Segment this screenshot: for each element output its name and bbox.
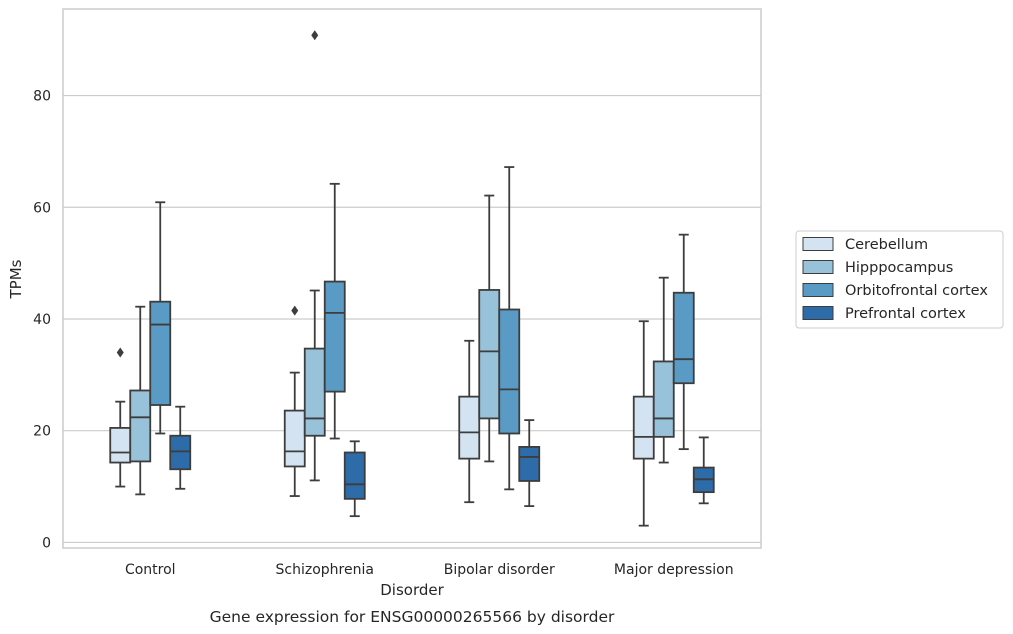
x-tick-label: Bipolar disorder [444,562,555,578]
box-3-0 [632,320,655,527]
box-3-2 [672,233,695,451]
legend-swatch [802,283,834,297]
y-axis-label: TPMs [7,259,25,299]
x-axis-label: Disorder [380,581,444,599]
x-tick-label: Schizophrenia [276,562,374,578]
iqr-box [323,280,346,393]
boxes-layer [109,30,715,527]
y-tick-label: 0 [42,535,51,551]
plot-background [63,9,761,548]
outlier-point [116,347,124,358]
legend-swatch [802,260,834,274]
legend-label: Prefrontal cortex [845,306,966,322]
legend-label: Orbitofrontal cortex [845,283,988,299]
iqr-box [149,300,172,406]
iqr-box [283,409,306,468]
box-1-0 [283,305,306,497]
legend-frame [795,230,1004,329]
legend-swatch [802,306,834,320]
x-tick-label: Major depression [614,562,734,578]
box-1-2 [323,182,346,440]
iqr-box [632,395,655,460]
box-0-2 [149,201,172,435]
box-0-1 [129,305,152,496]
iqr-box [652,360,675,438]
x-tick-label: Control [125,562,176,578]
legend-label: Cerebellum [845,237,928,253]
box-3-3 [692,436,715,505]
outlier-point [311,30,319,41]
y-tick-label: 60 [33,200,51,216]
iqr-box [343,451,366,500]
legend-swatch [802,237,834,251]
iqr-box [109,427,132,464]
box-2-0 [458,339,481,504]
iqr-box [169,434,192,471]
y-tick-label: 40 [33,312,51,328]
box-2-2 [498,166,521,491]
outlier-point [291,305,299,316]
iqr-box [498,308,521,435]
iqr-box [478,289,501,420]
box-0-3 [169,405,192,490]
plot-frame [62,8,762,549]
box-1-3 [343,440,366,518]
chart-caption: Gene expression for ENSG00000265566 by d… [210,608,615,626]
box-1-1 [303,30,326,482]
box-3-1 [652,276,675,464]
y-tick-label: 20 [33,424,51,440]
iqr-box [129,389,152,463]
iqr-box [518,446,541,482]
x-tick-labels: Control Schizophrenia Bipolar disorder Majo… [125,562,734,578]
box-2-3 [518,419,541,508]
y-tick-label: 80 [33,89,51,105]
iqr-box [672,291,695,385]
iqr-box [458,395,481,460]
y-tick-labels: 0 20 40 60 80 [33,89,51,552]
legend: Cerebellum Hipppocampus Orbitofrontal cort… [795,230,1004,329]
iqr-box [303,347,326,437]
legend-label: Hipppocampus [845,260,953,276]
